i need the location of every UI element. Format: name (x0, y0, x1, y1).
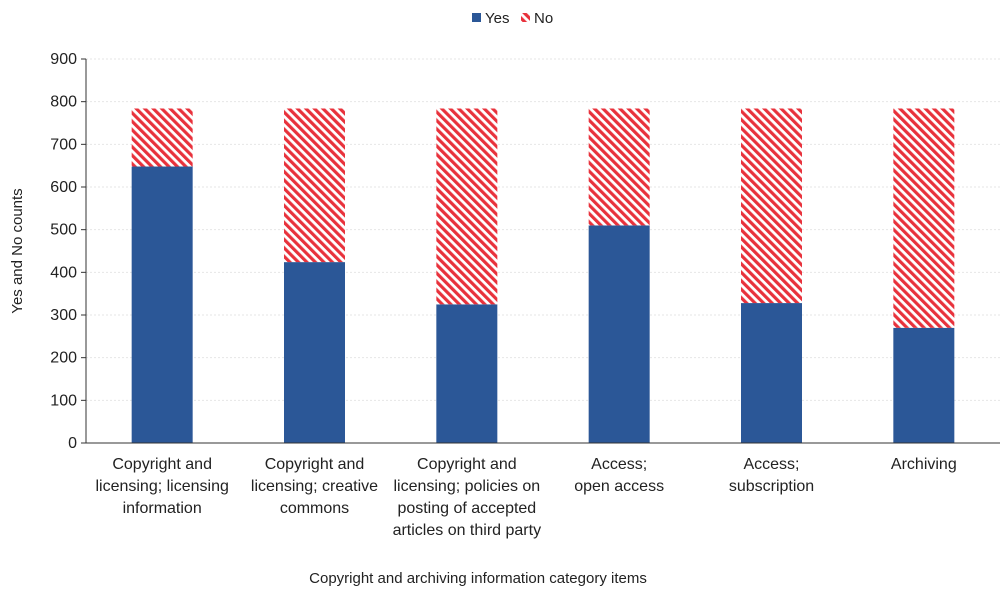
bar-no (741, 108, 802, 304)
bar-no (588, 108, 650, 226)
y-tick-label: 0 (68, 435, 77, 452)
x-category-label: Copyright and licensing; policies on posti… (393, 456, 542, 539)
x-category-label: Copyright and licensing; creative commons (251, 456, 378, 517)
x-category-label: Access; subscription (729, 456, 814, 495)
x-category-label-line: Access; (743, 456, 799, 473)
x-category-label-line: licensing; creative (251, 478, 378, 495)
x-category-label-line: Access; (591, 456, 647, 473)
x-category-label-line: licensing; policies on (393, 478, 540, 495)
bar-yes (588, 225, 650, 443)
x-category-label-line: licensing; licensing (95, 478, 228, 495)
x-axis-category-labels: Copyright and licensing; licensing informa… (95, 456, 956, 539)
bar-no (893, 108, 955, 328)
y-tick-label: 700 (50, 136, 77, 153)
x-category-label-line: information (123, 500, 202, 517)
x-category-label-line: Copyright and (265, 456, 365, 473)
y-tick-label: 400 (50, 264, 77, 281)
legend: Yes No (472, 10, 553, 27)
legend-swatch-yes (472, 13, 481, 22)
x-category-label-line: subscription (729, 478, 814, 495)
y-axis-ticks: 0 100 200 300 400 500 600 700 800 900 (50, 51, 86, 452)
x-category-label-line: Copyright and (112, 456, 212, 473)
x-category-label: Access; open access (574, 456, 664, 495)
x-category-label: Copyright and licensing; licensing informa… (95, 456, 228, 517)
x-category-label-line: posting of accepted (397, 500, 536, 517)
legend-label-no: No (534, 10, 553, 27)
x-category-label-line: Archiving (891, 456, 957, 473)
y-tick-label: 200 (50, 350, 77, 367)
bars (131, 108, 955, 443)
bar-yes (741, 303, 802, 443)
legend-swatch-no (521, 13, 530, 22)
bar-no (436, 108, 498, 305)
bar-yes (436, 304, 498, 443)
bar-yes (893, 327, 955, 443)
y-tick-label: 900 (50, 51, 77, 68)
y-tick-label: 300 (50, 307, 77, 324)
y-tick-label: 500 (50, 222, 77, 239)
x-category-label-line: commons (280, 500, 349, 517)
x-category-label-line: Copyright and (417, 456, 517, 473)
x-category-label-line: articles on third party (393, 522, 542, 539)
legend-label-yes: Yes (485, 10, 509, 27)
bar-yes (284, 262, 345, 443)
y-axis-title: Yes and No counts (9, 188, 26, 313)
y-tick-label: 600 (50, 179, 77, 196)
x-axis-title: Copyright and archiving information cate… (309, 570, 647, 587)
bar-yes (131, 166, 193, 443)
y-tick-label: 800 (50, 94, 77, 111)
bar-no (284, 108, 345, 263)
x-category-label-line: open access (574, 478, 664, 495)
bar-no (131, 108, 193, 167)
y-tick-label: 100 (50, 392, 77, 409)
gridlines (86, 58, 1000, 401)
x-category-label: Archiving (891, 456, 957, 473)
